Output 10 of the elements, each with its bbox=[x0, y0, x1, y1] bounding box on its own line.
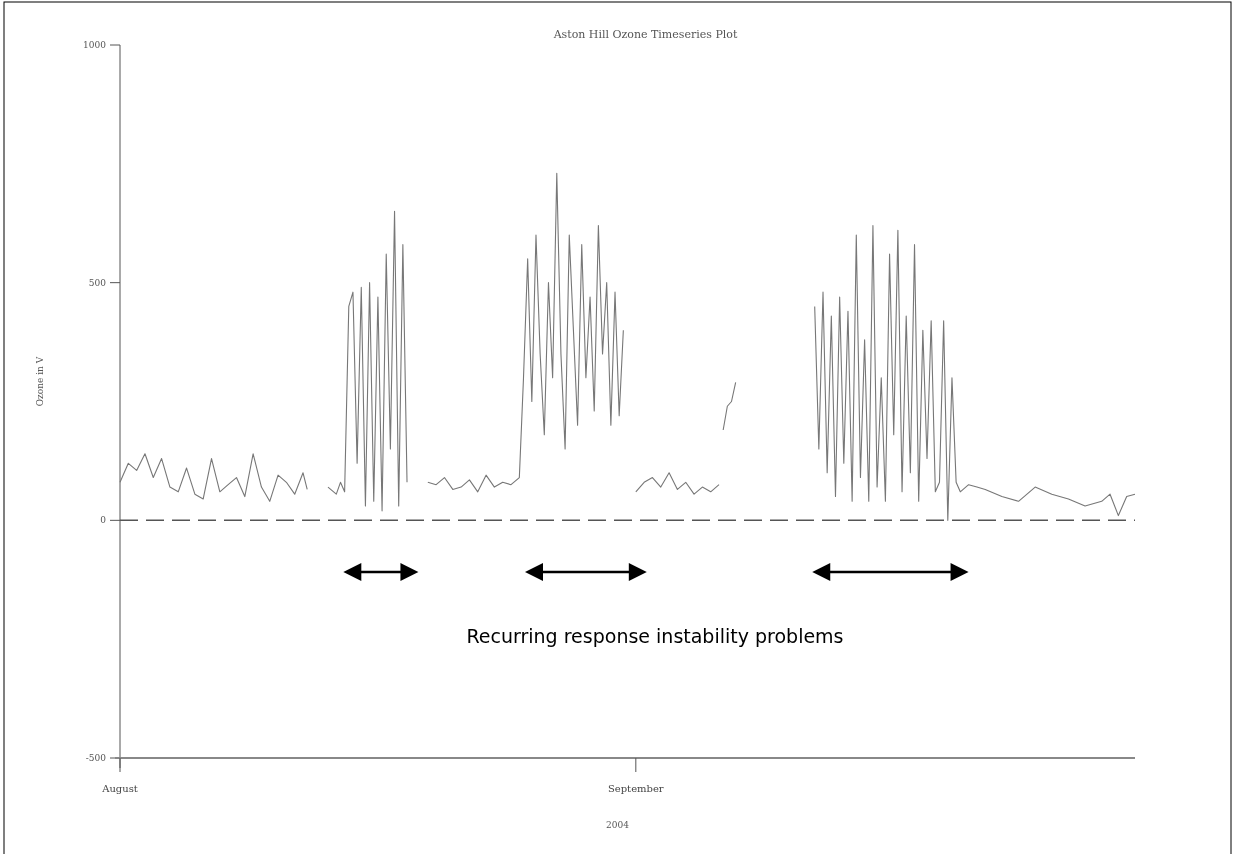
chart-title: Aston Hill Ozone Timeseries Plot bbox=[552, 28, 738, 41]
y-axis-title: Ozone in V bbox=[35, 356, 45, 407]
x-tick-label: September bbox=[607, 783, 664, 794]
y-tick-label: -500 bbox=[85, 753, 107, 763]
y-tick-label: 500 bbox=[88, 277, 107, 288]
y-tick-label: 1000 bbox=[83, 40, 107, 50]
annotation: Recurring response instability problems bbox=[466, 625, 844, 647]
x-axis-title: 2004 bbox=[606, 820, 630, 830]
y-tick-label: 0 bbox=[100, 515, 107, 526]
x-tick-label: August bbox=[101, 783, 138, 794]
